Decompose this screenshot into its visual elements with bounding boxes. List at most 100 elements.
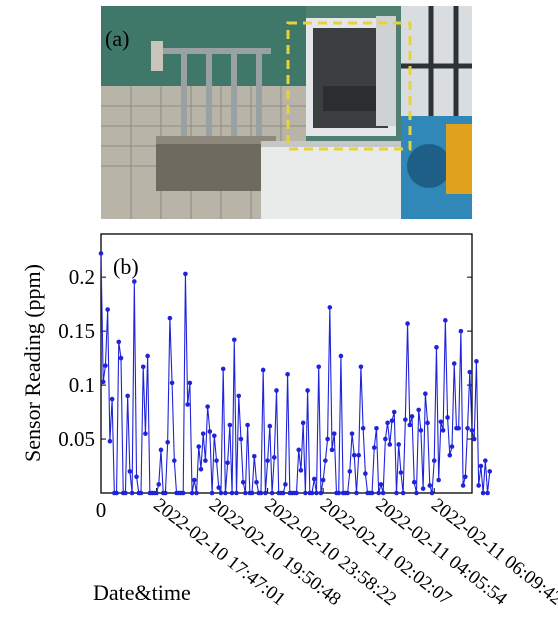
data-point	[316, 364, 322, 370]
panel-b-label: (b)	[113, 254, 139, 279]
data-point	[200, 431, 206, 436]
data-point	[485, 490, 490, 496]
data-point	[358, 364, 364, 370]
workbench	[261, 141, 411, 219]
yellow-guard	[446, 124, 472, 194]
data-point	[267, 423, 273, 429]
x-tick-label-zero: 0	[96, 498, 107, 522]
data-point	[132, 279, 137, 284]
data-point	[249, 490, 255, 496]
data-point	[238, 436, 244, 442]
data-point	[320, 477, 326, 483]
data-point	[165, 439, 170, 445]
y-tick-label: 0.2	[69, 265, 95, 289]
data-point	[409, 414, 415, 419]
data-point	[418, 428, 424, 433]
data-point	[331, 431, 337, 436]
y-tick-label: 0.1	[69, 373, 95, 397]
data-point	[405, 321, 410, 326]
data-point	[387, 442, 393, 447]
data-point	[431, 458, 437, 463]
data-point	[351, 452, 357, 458]
data-point	[420, 486, 426, 491]
data-point	[347, 469, 353, 474]
data-point	[380, 490, 386, 496]
data-point	[103, 363, 108, 368]
data-point	[143, 431, 148, 436]
data-point	[129, 490, 135, 496]
data-point	[240, 479, 246, 485]
data-point	[167, 315, 173, 321]
data-point	[478, 463, 484, 469]
data-point	[134, 474, 139, 480]
data-point	[429, 490, 435, 496]
wall-bracket	[151, 41, 163, 71]
data-point	[100, 379, 106, 385]
data-point	[483, 458, 488, 463]
data-point	[436, 477, 441, 483]
data-point	[214, 458, 219, 463]
data-point	[114, 490, 119, 496]
data-point	[216, 485, 222, 490]
data-point	[329, 447, 335, 453]
data-point	[185, 402, 190, 407]
data-point	[283, 482, 288, 487]
data-point	[374, 425, 379, 431]
data-point	[336, 490, 342, 496]
x-axis-title: Date&time	[93, 580, 191, 605]
data-point	[180, 490, 186, 496]
y-axis-title: Sensor Reading (ppm)	[20, 264, 45, 462]
data-point	[398, 470, 404, 475]
data-point	[158, 447, 164, 453]
data-point	[423, 391, 428, 397]
data-point	[445, 415, 450, 420]
data-point	[369, 490, 375, 496]
data-point	[189, 490, 195, 496]
data-point	[280, 490, 286, 496]
data-point	[338, 353, 344, 359]
data-point	[265, 458, 270, 463]
data-point	[234, 490, 239, 496]
data-point	[309, 490, 315, 496]
data-point	[258, 490, 264, 496]
data-point	[274, 388, 279, 393]
data-point	[458, 328, 464, 334]
cabinet-door	[376, 16, 396, 126]
y-tick-label: 0.05	[58, 427, 95, 451]
data-point	[207, 429, 213, 434]
data-point	[107, 438, 113, 444]
photo-panel: (a)	[101, 6, 472, 219]
data-point	[325, 436, 330, 442]
data-point	[451, 361, 457, 366]
data-point	[154, 490, 159, 496]
data-point	[163, 490, 168, 496]
data-point	[467, 369, 473, 375]
cabinet-interior	[313, 28, 388, 128]
data-point	[192, 477, 197, 483]
data-point	[427, 483, 433, 488]
data-point	[203, 458, 208, 463]
data-point	[383, 436, 388, 442]
data-point	[198, 466, 204, 472]
metal-tank	[156, 136, 276, 191]
data-point	[118, 355, 124, 361]
data-point	[411, 479, 417, 485]
y-axis-ticks: 0.05 0.1 0.15 0.2	[58, 265, 472, 451]
data-point	[145, 353, 150, 359]
data-point	[407, 422, 413, 428]
data-point	[311, 476, 317, 482]
data-point	[378, 482, 384, 487]
data-point	[98, 251, 104, 256]
data-point	[125, 393, 130, 399]
installation-photo: (a)	[101, 6, 472, 219]
data-point	[294, 490, 299, 496]
data-point	[109, 396, 115, 402]
data-point	[349, 431, 355, 436]
tank-rim	[156, 136, 276, 144]
data-point	[416, 407, 421, 413]
y-tick-label: 0.15	[58, 319, 95, 343]
data-point	[403, 417, 408, 422]
data-point	[354, 490, 359, 496]
data-point	[196, 444, 202, 449]
data-point	[209, 490, 215, 496]
